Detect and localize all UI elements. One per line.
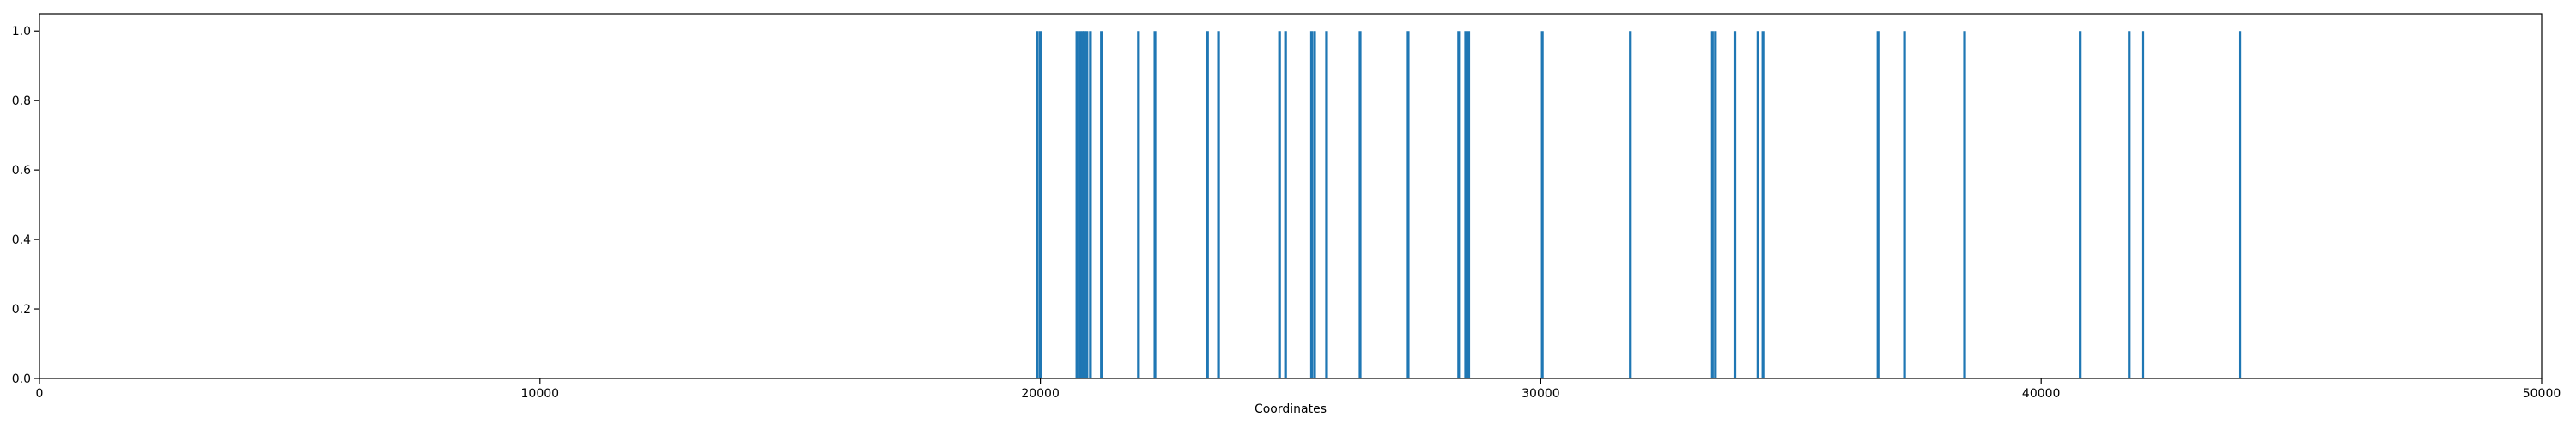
bar <box>1733 31 1737 379</box>
bar <box>2238 31 2242 379</box>
bar <box>1100 31 1103 379</box>
bar <box>1540 31 1544 379</box>
bar <box>1629 31 1632 379</box>
bar <box>1083 31 1086 379</box>
y-tick-label: 0.8 <box>12 94 31 108</box>
bar <box>1075 31 1078 379</box>
bar <box>2079 31 2082 379</box>
x-tick-label: 40000 <box>2022 387 2061 401</box>
x-tick-label: 10000 <box>521 387 560 401</box>
bar <box>1467 31 1471 379</box>
bar <box>1284 31 1287 379</box>
bar <box>1089 31 1092 379</box>
y-axis-ticks: 0.0 0.2 0.4 0.6 0.8 1.0 <box>12 25 39 386</box>
bar <box>1278 31 1281 379</box>
bar <box>1036 31 1039 379</box>
bar <box>1761 31 1765 379</box>
bar <box>1085 31 1089 379</box>
y-tick-label: 1.0 <box>12 25 31 39</box>
plot-frame <box>39 13 2543 379</box>
x-tick-label: 0 <box>36 387 44 401</box>
bar <box>1903 31 1906 379</box>
bar <box>1963 31 1966 379</box>
bar <box>1206 31 1209 379</box>
bars-group <box>1036 31 2242 379</box>
bar <box>1153 31 1157 379</box>
bar <box>1756 31 1759 379</box>
y-tick-label: 0.4 <box>12 233 31 247</box>
y-tick-label: 0.0 <box>12 372 31 386</box>
bar <box>1710 31 1714 379</box>
bar <box>1325 31 1328 379</box>
bar <box>1309 31 1314 379</box>
bar <box>2128 31 2131 379</box>
bar <box>1039 31 1042 379</box>
bar <box>1358 31 1362 379</box>
y-tick-label: 0.2 <box>12 303 31 317</box>
bar <box>2141 31 2145 379</box>
y-tick-label: 0.6 <box>12 164 31 178</box>
x-axis-ticks: 0 10000 20000 30000 40000 50000 <box>36 378 2561 401</box>
x-tick-label: 20000 <box>1021 387 1060 401</box>
bar <box>1078 31 1082 379</box>
bar <box>1406 31 1410 379</box>
bar <box>1714 31 1717 379</box>
bar <box>1464 31 1467 379</box>
x-axis-label: Coordinates <box>1255 402 1327 416</box>
bar <box>1876 31 1880 379</box>
bar <box>1217 31 1220 379</box>
bar <box>1080 31 1084 379</box>
bar <box>1457 31 1461 379</box>
x-tick-label: 30000 <box>1522 387 1560 401</box>
bar <box>1313 31 1316 379</box>
bar <box>1137 31 1140 379</box>
x-tick-label: 50000 <box>2523 387 2561 401</box>
